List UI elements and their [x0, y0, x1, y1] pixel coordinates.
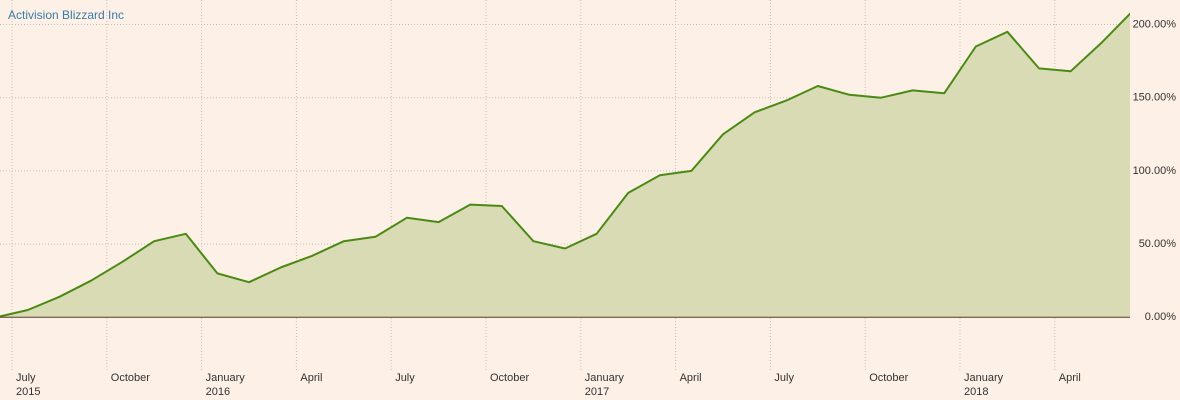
x-tick-label: October: [490, 372, 529, 384]
y-tick-label: 50.00%: [1139, 238, 1177, 250]
x-tick-label: January: [964, 372, 1004, 384]
grid: [0, 0, 1130, 370]
area: [0, 13, 1130, 318]
x-tick-label: January: [585, 372, 625, 384]
x-tick-label: July: [395, 372, 415, 384]
y-tick-label: 200.00%: [1133, 18, 1177, 30]
plot-area: [0, 12, 1130, 318]
x-tick-label: January: [206, 372, 246, 384]
x-tick-label: April: [300, 372, 322, 384]
x-tick-label: October: [111, 372, 150, 384]
line: [0, 12, 1130, 318]
x-tick-label: October: [869, 372, 908, 384]
chart-title: Activision Blizzard Inc: [8, 8, 124, 22]
x-tick-label: April: [680, 372, 702, 384]
y-tick-label: 100.00%: [1133, 165, 1177, 177]
year-label: 2016: [206, 386, 230, 398]
year-label: 2018: [964, 386, 988, 398]
year-label: 2015: [16, 386, 40, 398]
x-tick-label: July: [16, 372, 36, 384]
y-tick-label: 150.00%: [1133, 92, 1177, 104]
year-label: 2017: [585, 386, 609, 398]
x-tick-label: July: [774, 372, 794, 384]
axis-labels: July October January April July October Januar…: [16, 18, 1176, 398]
x-tick-label: April: [1059, 372, 1081, 384]
y-tick-label: 0.00%: [1145, 311, 1176, 323]
